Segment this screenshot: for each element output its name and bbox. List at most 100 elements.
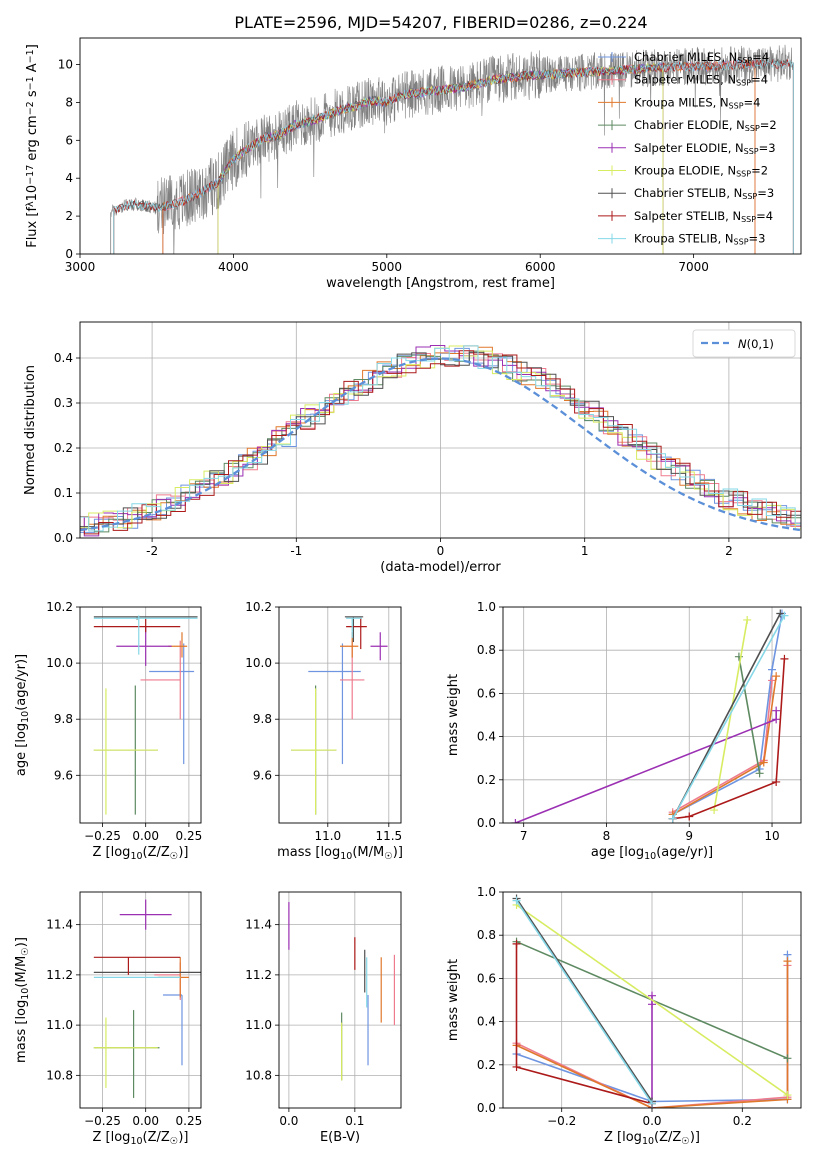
series-marker [783, 1091, 792, 1100]
series-marker [512, 939, 521, 948]
y-axis-label-part: −1 [25, 76, 36, 90]
errorbar-chabrier-miles [162, 994, 183, 1066]
plot-area [279, 607, 401, 823]
errorbar-kroupa-elodie [93, 688, 158, 815]
plot-area [503, 607, 801, 823]
x-axis-label-part: )] [178, 845, 188, 860]
histogram-chabrier-stelib [80, 351, 801, 528]
series-marker [783, 957, 792, 966]
axes-frame [79, 891, 202, 1109]
y-axis-label-part: (M/M [14, 956, 29, 988]
series-line [713, 619, 748, 811]
y-tick-label: 11.0 [245, 1018, 272, 1032]
series-marker [512, 896, 521, 905]
x-axis-label-part: 10 [130, 851, 142, 862]
plot-area [80, 322, 801, 538]
observed-spectrum [110, 44, 794, 254]
x-axis-label-part: ☉ [170, 1136, 179, 1147]
x-tick-label: 10 [764, 829, 779, 843]
x-axis-label-part: Z [log [93, 1130, 131, 1145]
series-marker [780, 654, 789, 663]
y-tick-label: 0.4 [477, 730, 496, 744]
legend-nssp: =4 [751, 73, 768, 87]
histogram-kroupa-stelib [80, 345, 801, 532]
y-axis-label: mass weight [446, 674, 461, 756]
spectrum-legend: Chabrier MILES, NSSP=4 Salpeter MILES, NS… [598, 50, 777, 247]
x-axis-label-part: (Z/Z [143, 1130, 170, 1145]
series-marker [668, 814, 677, 823]
series-line [672, 658, 786, 820]
y-tick-label: 10.0 [245, 656, 272, 670]
legend-subscript: SSP [734, 238, 749, 247]
legend-nssp: =4 [752, 50, 769, 64]
y-tick-label: 0.2 [54, 441, 73, 455]
y-tick-label: 9.8 [54, 712, 73, 726]
x-tick-label: 3000 [65, 260, 96, 274]
y-tick-label: 0.6 [477, 686, 496, 700]
series-marker [772, 672, 781, 681]
errorbar-kroupa-elodie [93, 1017, 158, 1088]
x-tick-label: −0.2 [547, 1114, 576, 1128]
legend-subscript: SSP [736, 79, 751, 88]
series-marker [780, 611, 789, 620]
errorbar-salpeter-elodie [370, 632, 388, 661]
y-tick-label: 8 [65, 95, 73, 109]
normal-symbol: N [738, 337, 747, 351]
panel-age_vs_mass: 11.0 11.5 9.6 9.8 10.0 10.2 mass [log10(M/M☉)] [245, 600, 403, 862]
model-spectrum-kroupa-stelib [113, 59, 793, 213]
series-marker [648, 1000, 656, 1009]
y-tick-label: 9.6 [54, 768, 73, 782]
x-axis-label-part: 10 [340, 851, 352, 862]
histogram-legend: N(0,1) [692, 329, 796, 358]
x-axis-label: Z [log10(Z/Z☉)] [93, 845, 189, 862]
x-axis-label-part: Z [log [604, 1130, 642, 1145]
legend-label-kroupa-elodie: Kroupa ELODIE, NSSP=2 [634, 164, 768, 179]
series-marker [511, 819, 520, 823]
x-axis-label-part: )] [393, 845, 403, 860]
x-axis-label-part: (Z/Z [143, 845, 170, 860]
x-tick-label: -1 [290, 544, 302, 558]
y-tick-label: 0.2 [477, 1058, 496, 1072]
series-marker [648, 1099, 656, 1108]
panel-mass_vs_EBV: 0.0 0.1 10.8 11.0 11.2 11.4 E(B-V) [245, 891, 402, 1145]
y-axis-label-part: 10 [20, 988, 31, 1000]
x-tick-label: 0.2 [733, 1114, 752, 1128]
x-tick-label: 0.00 [132, 829, 159, 843]
y-axis-label-part: mass [log [14, 1000, 29, 1063]
legend-nssp: =3 [749, 232, 766, 246]
series-marker [772, 715, 781, 724]
y-tick-label: 6 [65, 133, 73, 147]
y-tick-label: 0 [65, 247, 73, 261]
y-tick-label: 11.0 [46, 1018, 73, 1032]
x-axis-label-part: ☉ [384, 851, 393, 862]
legend-subscript: SSP [729, 101, 744, 110]
legend-subscript: SSP [742, 192, 757, 201]
series-line [515, 900, 653, 1105]
y-axis-label-part: s [25, 90, 40, 101]
x-axis-label-part: (M/M [352, 845, 384, 860]
series-line [516, 961, 789, 1108]
y-tick-label: 0.4 [477, 1015, 496, 1029]
x-axis-label: mass [log10(M/M☉)] [277, 845, 403, 862]
x-tick-label: 0.25 [176, 829, 203, 843]
legend-subscript: SSP [741, 215, 756, 224]
legend-label-chabrier-stelib: Chabrier STELIB, NSSP=3 [634, 186, 774, 201]
y-tick-label: 10 [58, 58, 73, 72]
y-axis-label-part: (age/yr)] [14, 654, 29, 711]
x-axis-label: age [log10(age/yr)] [591, 845, 713, 862]
legend-nssp: =3 [759, 141, 776, 155]
y-tick-label: 11.2 [46, 968, 73, 982]
x-axis-label-part: ☉ [681, 1136, 690, 1147]
y-tick-label: 0.8 [477, 928, 496, 942]
legend-label-kroupa-stelib: Kroupa STELIB, NSSP=3 [634, 232, 765, 247]
y-tick-label: 11.2 [245, 968, 272, 982]
x-tick-label: 6000 [525, 260, 556, 274]
y-tick-label: 0.0 [54, 531, 73, 545]
y-tick-label: 0.3 [54, 396, 73, 410]
y-axis-label: Normed distribution [23, 365, 38, 495]
y-tick-label: 1.0 [477, 600, 496, 614]
x-tick-label: 1 [581, 544, 589, 558]
y-tick-label: 0.4 [54, 351, 73, 365]
